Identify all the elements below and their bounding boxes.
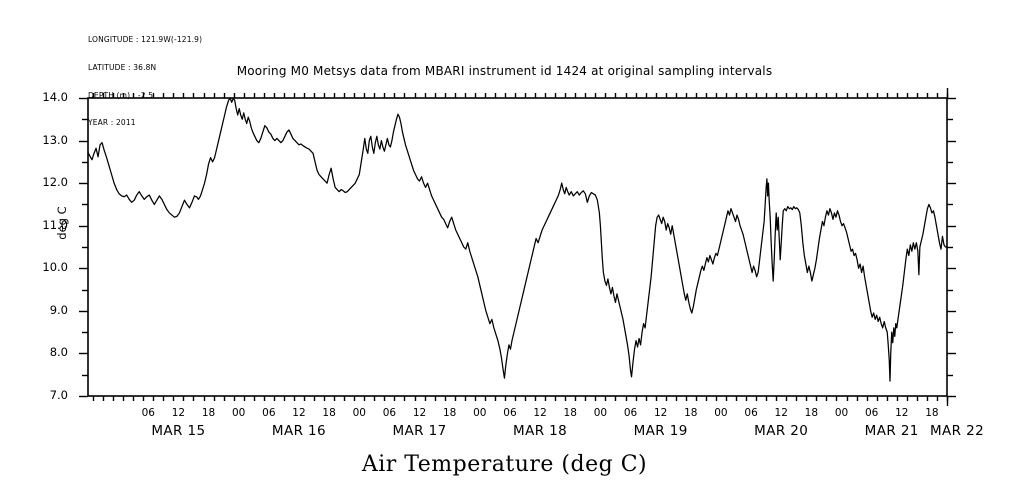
x-axis-title: Air Temperature (deg C) xyxy=(361,452,648,477)
x-hour-tick-label: 00 xyxy=(352,407,366,419)
y-axis-tick-labels: 7.0 8.0 9.0 10.0 11.0 12.0 13.0 14.0 xyxy=(22,0,68,504)
y-tick-label: 14.0 xyxy=(42,90,68,104)
y-tick-label: 12.0 xyxy=(42,175,68,190)
x-hour-tick-label: 00 xyxy=(593,407,608,419)
chart-title: Mooring M0 Metsys data from MBARI instru… xyxy=(236,64,773,78)
x-hour-tick-label: 18 xyxy=(684,407,698,419)
metadata-longitude: LONGITUDE : 121.9W(-121.9) xyxy=(88,35,203,45)
y-tick-label: 11.0 xyxy=(42,217,68,232)
x-hour-tick-label: 18 xyxy=(925,407,939,419)
x-day-label: MAR 18 xyxy=(513,423,568,439)
x-day-label: MAR 22 xyxy=(929,423,985,439)
x-hour-tick-label: 18 xyxy=(201,407,216,419)
x-hour-tick-label: 06 xyxy=(864,407,879,419)
x-hour-tick-label: 12 xyxy=(171,407,186,419)
data-series-line xyxy=(87,97,948,382)
x-hour-tick-label: 00 xyxy=(714,407,728,419)
x-hour-tick-label: 06 xyxy=(623,407,638,419)
x-day-label: MAR 15 xyxy=(151,423,206,439)
x-day-label: MAR 17 xyxy=(392,423,447,439)
x-hour-tick-label: 00 xyxy=(232,407,246,419)
x-hour-tick-label: 18 xyxy=(442,407,457,419)
metadata-latitude: LATITUDE : 36.8N xyxy=(88,63,157,72)
y-tick-label: 13.0 xyxy=(42,132,68,147)
x-hour-tick-label: 12 xyxy=(412,407,427,419)
x-hour-tick-label: 06 xyxy=(382,407,397,419)
x-hour-tick-label: 00 xyxy=(473,407,487,419)
y-tick-label: 9.0 xyxy=(49,302,68,317)
x-hour-tick-label: 12 xyxy=(653,407,668,419)
metadata-year: YEAR : 2011 xyxy=(88,118,136,128)
y-tick-label: 7.0 xyxy=(49,388,68,402)
x-hour-tick-label: 06 xyxy=(141,407,155,419)
x-hour-tick-label: 18 xyxy=(322,407,336,419)
y-tick-label: 10.0 xyxy=(42,260,68,275)
x-hour-tick-label: 18 xyxy=(804,407,819,419)
x-hour-tick-label: 12 xyxy=(533,407,547,419)
y-tick-label: 8.0 xyxy=(49,345,68,360)
x-hour-tick-label: 12 xyxy=(774,407,788,419)
x-day-label: MAR 21 xyxy=(864,423,919,439)
x-hour-tick-label: 06 xyxy=(744,407,758,419)
station-metadata: LONGITUDE : 121.9W(-121.9) LATITUDE : 36… xyxy=(88,17,202,146)
x-day-label: MAR 20 xyxy=(754,423,809,439)
x-hour-tick-label: 12 xyxy=(292,407,306,419)
x-hour-tick-label: 12 xyxy=(895,407,909,419)
x-hour-tick-label: 06 xyxy=(503,407,517,419)
x-hour-tick-label: 06 xyxy=(262,407,276,419)
x-hour-tick-label: 18 xyxy=(563,407,577,419)
x-hour-tick-label: 00 xyxy=(834,407,849,419)
metadata-depth: DEPTH (m) : -2.5 xyxy=(88,90,154,100)
x-day-label: MAR 19 xyxy=(633,423,688,439)
data-series-group xyxy=(87,97,948,382)
x-day-label: MAR 16 xyxy=(271,423,327,439)
